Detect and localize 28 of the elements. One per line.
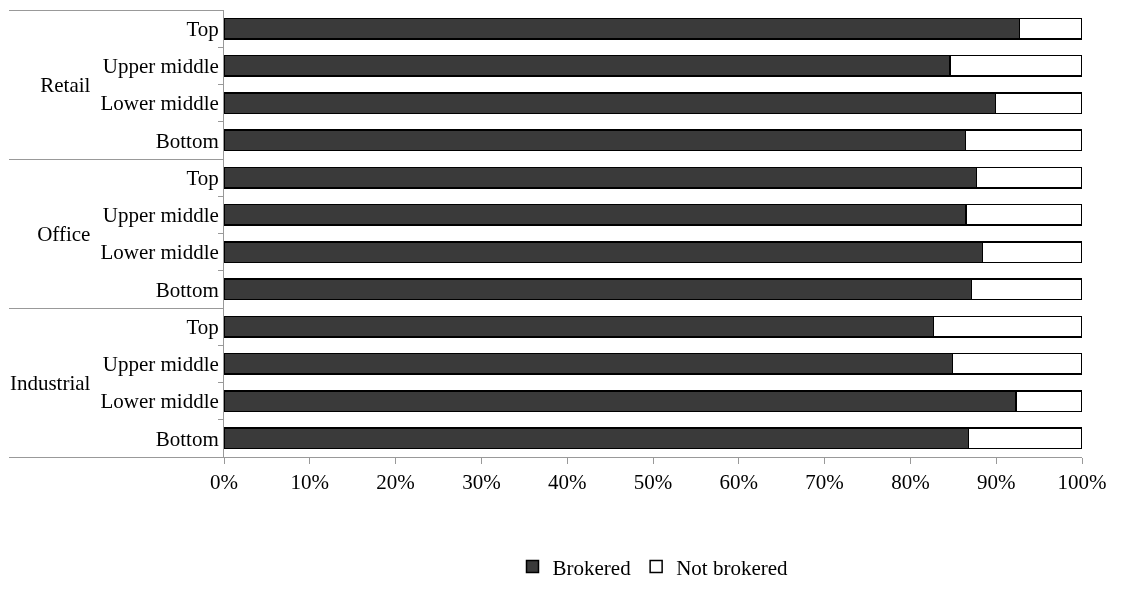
x-tick-label: 70%: [805, 470, 844, 495]
x-tick-label: 0%: [210, 470, 238, 495]
x-tick-label: 30%: [462, 470, 501, 495]
y-tick-label: Bottom: [155, 426, 219, 451]
x-tick-label: 60%: [719, 470, 759, 495]
text: Office: [37, 221, 91, 246]
y-tick-label: Lower middle: [100, 91, 219, 116]
y-tick-label: Lower middle: [100, 240, 219, 265]
x-tick-label: 10%: [290, 470, 330, 495]
legend-label: Not brokered: [676, 555, 789, 580]
x-tick-label: 50%: [633, 470, 673, 495]
y-tick-label: Top: [186, 16, 219, 41]
legend-label: Brokered: [552, 555, 632, 580]
text: Retail: [40, 72, 91, 97]
x-tick-label: 100%: [1057, 470, 1107, 495]
y-tick-label: Upper middle: [102, 203, 219, 228]
y-tick-label: Top: [186, 165, 219, 190]
x-tick-label: 90%: [976, 470, 1016, 495]
text: Industrial: [9, 370, 91, 395]
y-tick-label: Lower middle: [100, 389, 219, 414]
y-tick-label: Upper middle: [102, 54, 219, 79]
x-tick-label: 40%: [547, 470, 587, 495]
x-tick-label: 80%: [891, 470, 930, 495]
x-tick-label: 20%: [376, 470, 415, 495]
y-tick-label: Upper middle: [102, 352, 219, 377]
y-tick-label: Bottom: [155, 128, 219, 153]
y-tick-label: Top: [186, 314, 219, 339]
y-tick-label: Bottom: [155, 277, 219, 302]
